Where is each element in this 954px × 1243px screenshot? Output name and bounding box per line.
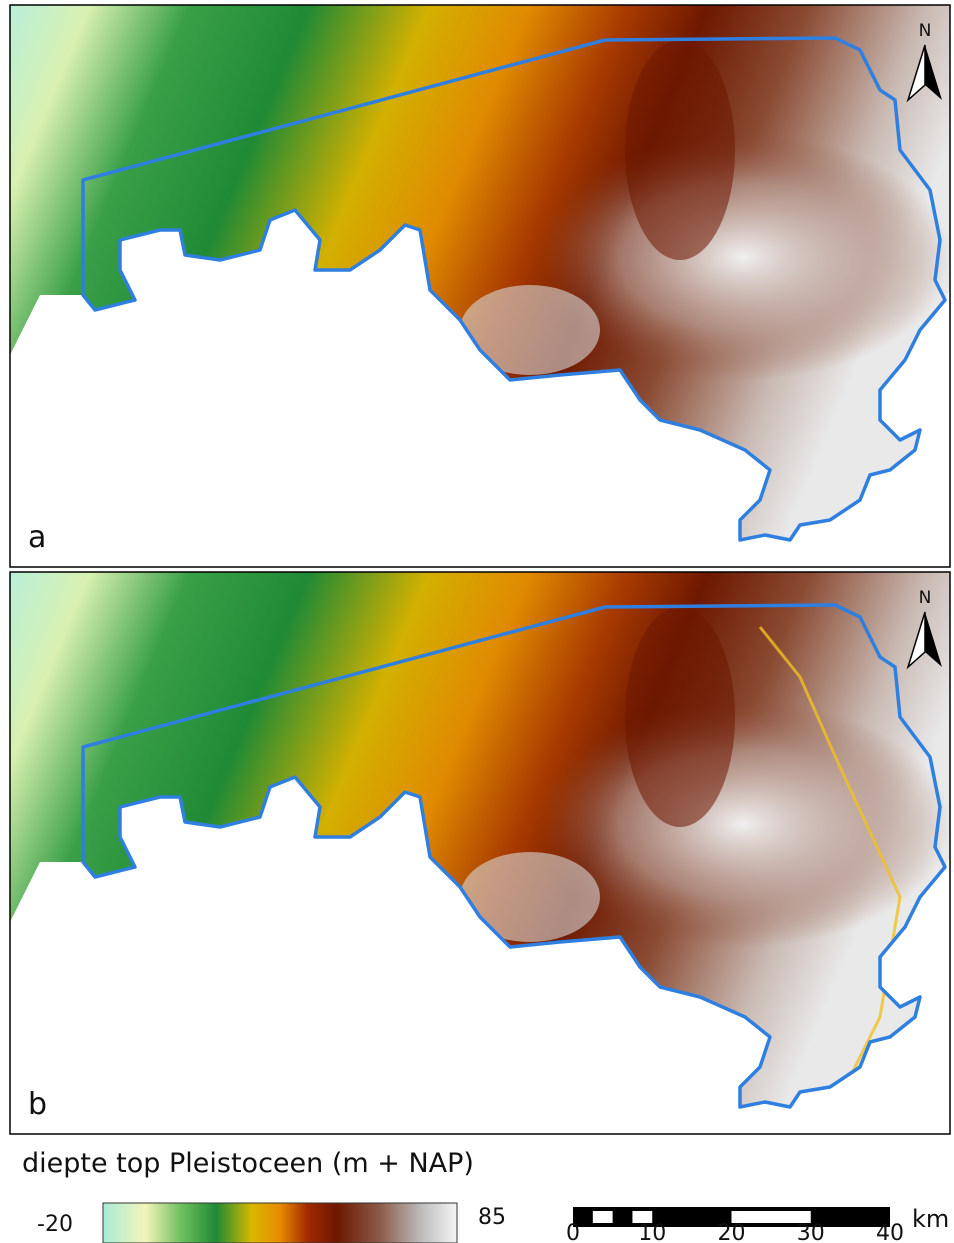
legend-title: diepte top Pleistoceen (m + NAP) (22, 1148, 474, 1179)
terrain-ridge (625, 607, 735, 827)
panel-label: b (28, 1087, 47, 1122)
map-panel: bN (10, 572, 950, 1147)
north-label: N (919, 588, 932, 608)
scale-bar: 0 10 20 30 40 km (566, 1205, 949, 1243)
terrain (10, 572, 950, 1147)
terrain (10, 5, 950, 565)
legend-min: -20 (37, 1212, 73, 1237)
terrain-highland (10, 5, 950, 565)
map-panel: aN (10, 5, 950, 567)
terrain-lowland (460, 852, 600, 942)
terrain-ridge (625, 40, 735, 260)
scale-tick-label: 10 (638, 1221, 666, 1243)
scale-unit: km (912, 1205, 949, 1233)
legend-color-bar (103, 1203, 457, 1243)
north-label: N (919, 21, 932, 41)
scale-tick-label: 0 (566, 1221, 580, 1243)
scale-tick-label: 30 (797, 1221, 825, 1243)
terrain-highland (10, 572, 950, 1132)
terrain-lowland (460, 285, 600, 375)
scale-segment (593, 1211, 613, 1223)
scale-tick-label: 40 (876, 1221, 904, 1243)
map-figure: aNbN diepte top Pleistoceen (m + NAP) -2… (0, 0, 954, 1243)
legend-max: 85 (478, 1205, 506, 1230)
panel-label: a (28, 520, 46, 555)
scale-tick-label: 20 (718, 1221, 746, 1243)
